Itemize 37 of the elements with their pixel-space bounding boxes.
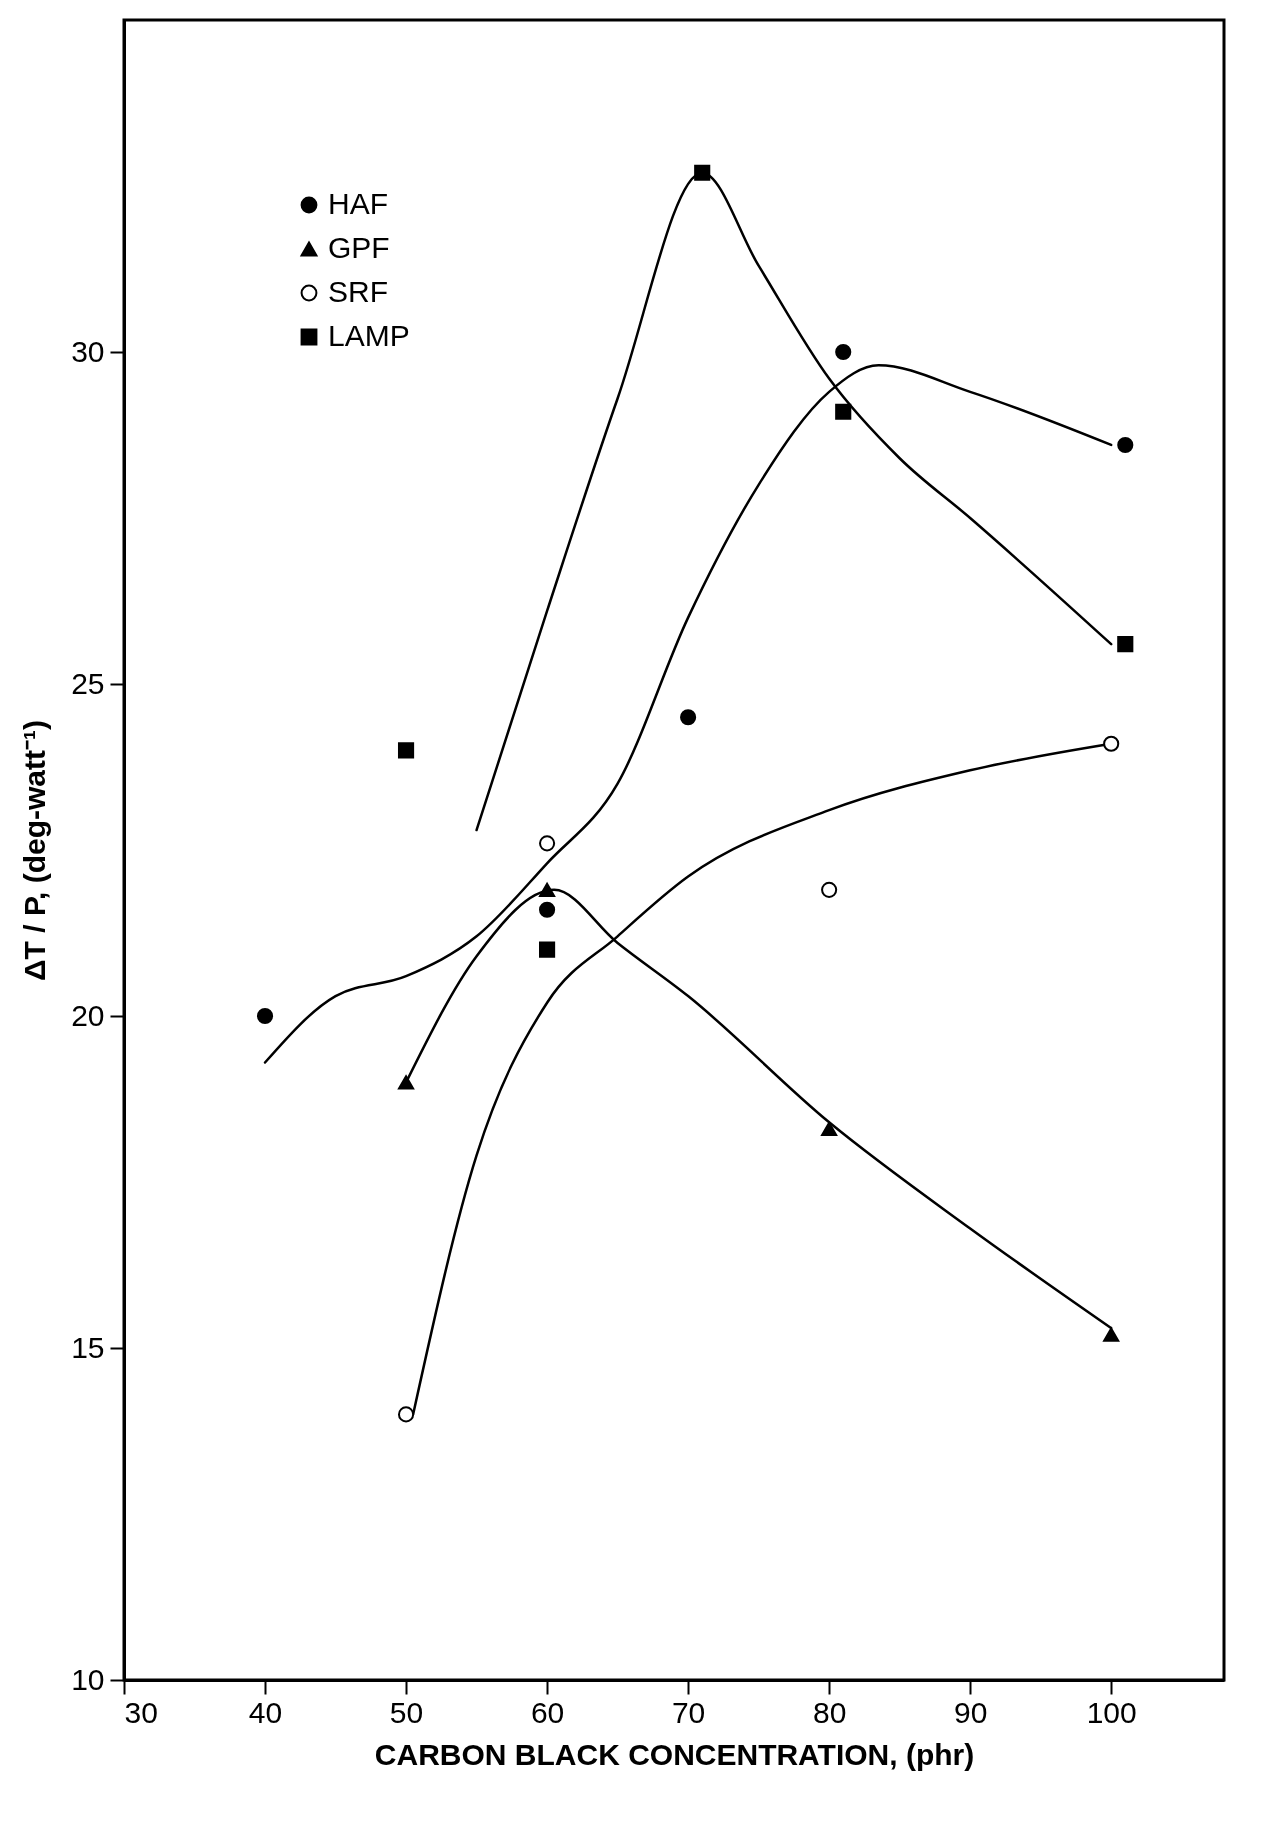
y-tick-label: 25 xyxy=(71,666,105,700)
point xyxy=(1117,436,1134,454)
legend-label: LAMP xyxy=(328,319,410,352)
point xyxy=(539,882,556,897)
y-axis-title: ΔT / P, (deg-watt⁻¹) xyxy=(18,719,52,982)
point xyxy=(680,709,697,726)
y-tick-label: 15 xyxy=(71,1330,105,1364)
point xyxy=(1103,1327,1120,1342)
point xyxy=(835,343,852,361)
point xyxy=(1117,636,1134,653)
point xyxy=(256,1007,274,1025)
point xyxy=(539,941,556,958)
point xyxy=(1103,735,1120,752)
legend-label: SRF xyxy=(328,275,388,308)
point xyxy=(694,164,711,181)
point xyxy=(835,403,852,420)
point xyxy=(821,881,838,898)
x-tick-label: 90 xyxy=(953,1695,988,1729)
legend-label: GPF xyxy=(328,231,390,264)
x-tick-label: 40 xyxy=(248,1695,283,1729)
x-tick-label: 70 xyxy=(671,1695,706,1729)
x-tick-label: 60 xyxy=(530,1695,565,1729)
x-axis-title: CARBON BLACK CONCENTRATION, (phr) xyxy=(374,1737,975,1771)
x-tick-label: 30 xyxy=(124,1695,158,1729)
point xyxy=(397,742,415,759)
y-tick-label: 30 xyxy=(71,334,105,368)
y-tick-label: 10 xyxy=(71,1662,105,1696)
point xyxy=(397,1075,415,1090)
point xyxy=(821,1121,838,1136)
y-tick-label: 20 xyxy=(71,998,105,1032)
x-tick-label: 80 xyxy=(812,1695,847,1729)
x-tick-label: 50 xyxy=(389,1695,424,1729)
legend-label: HAF xyxy=(328,187,388,220)
x-tick-label: 100 xyxy=(1086,1695,1137,1729)
point xyxy=(539,835,556,852)
point xyxy=(539,901,556,918)
point xyxy=(397,1406,415,1423)
